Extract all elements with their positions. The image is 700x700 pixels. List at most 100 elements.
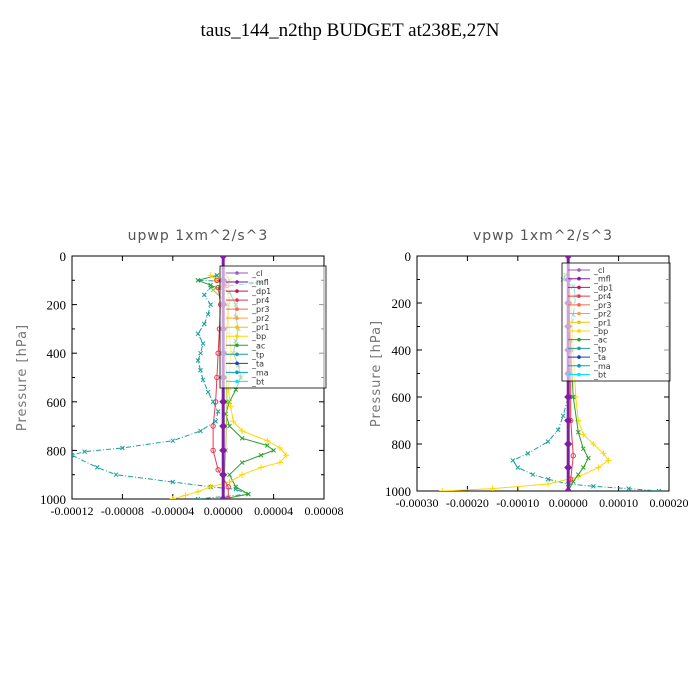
data-point-pr1 [276,459,283,466]
legend-marker [235,298,239,302]
data-point-pr1 [207,483,214,490]
data-point-pr4 [215,467,221,473]
marker-stroke [201,292,207,298]
legend-marker [577,337,581,342]
data-point-tp [213,418,218,424]
data-point-mfl [564,256,573,260]
data-point-pr1 [283,452,290,459]
data-point-pr1 [605,457,612,464]
marker-stroke [94,465,100,470]
marker-stroke [239,460,245,465]
legend-marker [577,303,581,307]
data-point-tp [591,483,596,489]
marker-stroke [591,483,596,489]
data-point-bp [246,491,251,497]
data-point-pr1 [264,437,271,444]
data-point-bp [227,423,232,429]
data-point-pr1 [239,471,246,478]
legend-label: _bt [251,377,264,386]
x-tick-label: -0.00012 [51,504,94,518]
marker-stroke [626,486,632,491]
legend-label: _tp [593,344,606,353]
marker-stroke [560,413,566,419]
legend-label: _pr3 [593,301,611,310]
series-line-pr4 [212,279,229,499]
x-tick-label: 0.00008 [305,504,344,518]
marker-stroke [214,273,220,278]
x-tick-label: -0.00020 [446,496,489,510]
data-point-bp [195,277,201,283]
legend-marker [235,379,239,384]
marker-stroke [195,496,199,499]
data-point-tp [82,449,87,454]
y-tick-label: 0 [60,249,67,264]
data-point-pr1 [595,464,602,471]
marker-stroke [575,429,581,435]
legend-marker [577,372,581,377]
data-point-pr1 [226,478,233,485]
y-axis-label: Pressure [hPa] [369,320,384,427]
marker-stroke [195,277,201,283]
y-tick-label: 800 [392,437,412,452]
x-tick-label: -0.00004 [151,504,194,518]
marker-stroke [213,418,218,424]
data-point-tp [170,438,176,444]
marker-stroke [570,479,576,484]
data-point-tp [515,465,521,470]
data-point-bp [258,452,264,458]
y-tick-label: 600 [392,390,412,405]
panel-title: vpwp 1xm^2/s^3 [473,228,613,244]
data-point-mfl [564,463,573,472]
legend-marker [235,352,239,357]
marker-stroke [545,439,551,445]
y-tick-label: 400 [392,343,412,358]
x-tick-label: 0.00010 [599,496,638,510]
marker-stroke [170,438,176,444]
legend-label: _pr3 [251,305,269,314]
marker-stroke [656,488,660,491]
y-tick-label: 800 [47,443,67,458]
marker-stroke [200,341,206,346]
y-tick-label: 0 [405,249,412,264]
data-point-mfl [219,495,228,499]
marker-stroke [208,302,213,307]
legend-marker [235,370,239,375]
legend-label: _pr2 [251,314,269,323]
vpwp-panel: vpwp 1xm^2/s^3 Pressure [hPa] 0 200 400 600 80… [369,228,689,510]
legend-marker [235,280,239,284]
marker-stroke [525,451,531,456]
series-line-tp [512,274,659,491]
marker-stroke [198,367,203,373]
marker-stroke [555,427,561,433]
data-point-pr1 [489,485,496,491]
legend-label: _pr2 [593,310,611,319]
data-point-pr1 [207,272,214,279]
marker-stroke [205,311,211,317]
data-point-tp [205,389,211,395]
data-point-tp [72,452,75,458]
marker-stroke [264,443,270,448]
legend-label: _pr1 [593,318,611,327]
data-point-bp [570,394,576,400]
data-point-pr1 [276,444,283,451]
legend-label: _dp1 [593,283,613,292]
data-point-bp [586,455,591,461]
marker-stroke [580,465,586,470]
data-point-pr1 [182,492,189,499]
legend-marker [235,325,239,329]
marker-stroke [208,282,213,288]
data-point-mfl [219,470,228,479]
legend-label: _mfl [251,278,269,287]
legend-label: _ac [251,341,265,350]
data-point-tp [560,413,566,419]
legend-marker [577,311,581,316]
legend-label: _bp [593,327,608,336]
x-tick-label: -0.00010 [496,496,539,510]
data-point-pr1 [195,488,201,495]
data-point-pr1 [258,464,264,471]
legend-marker [577,346,581,351]
data-point-bp [239,435,245,441]
data-point-tp [201,321,207,327]
y-tick-label: 400 [47,346,67,361]
data-point-tp [195,358,201,363]
